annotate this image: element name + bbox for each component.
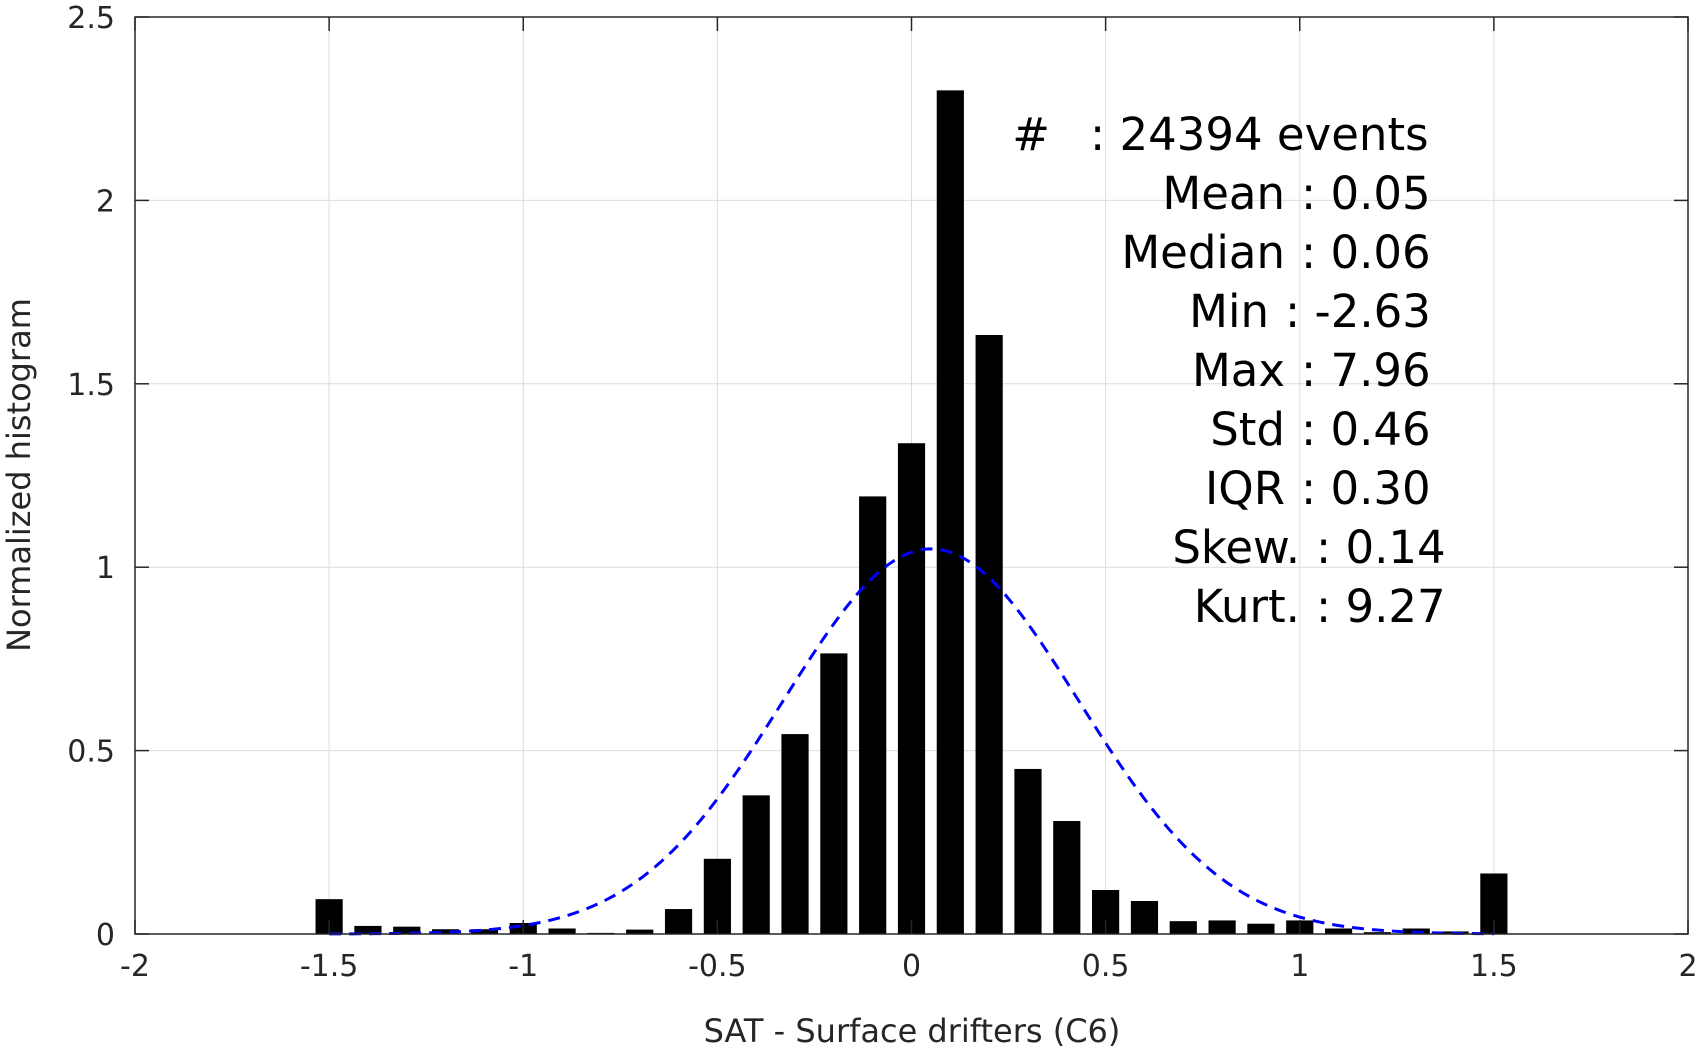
histogram-bar [626, 929, 654, 934]
stat-count-key: # [1012, 108, 1050, 161]
x-tick-label: -2 [120, 949, 150, 984]
axis-ticks [134, 16, 1689, 935]
x-tick-label: -0.5 [688, 949, 747, 984]
histogram-bars [315, 90, 1508, 935]
histogram-bar [936, 90, 964, 935]
x-tick-label: -1.5 [300, 949, 359, 984]
histogram-bar [897, 443, 926, 934]
histogram-bar [664, 909, 693, 934]
histogram-bar [548, 928, 576, 934]
x-tick-label: 0.5 [1082, 949, 1130, 984]
y-tick-label: 1 [96, 551, 115, 586]
histogram-bar [470, 929, 499, 934]
x-tick-labels: -2 -1.5 -1 -0.5 0 0.5 1 1.5 2 [120, 949, 1698, 984]
histogram-bar [1247, 923, 1275, 934]
stat-skew-value: : 0.14 [1316, 521, 1446, 574]
stat-max-value: : 7.96 [1301, 344, 1431, 397]
stat-iqr-key: IQR [1205, 462, 1285, 515]
histogram-bar [742, 795, 770, 934]
histogram-bar [1169, 921, 1197, 934]
y-tick-label: 1.5 [67, 368, 115, 403]
histogram-bar [1130, 900, 1159, 934]
y-tick-labels: 0 0.5 1 1.5 2 2.5 [67, 1, 115, 953]
normal-fit-curve [329, 547, 1494, 936]
x-tick-label: 2 [1678, 949, 1697, 984]
stat-mean-key: Mean [1162, 167, 1285, 220]
histogram-bar [1014, 768, 1042, 934]
stat-skew-key: Skew. [1172, 521, 1300, 574]
histogram-bar [1363, 932, 1391, 934]
y-tick-label: 0.5 [67, 735, 115, 770]
stat-mean-value: : 0.05 [1301, 167, 1431, 220]
stat-iqr-value: : 0.30 [1301, 462, 1431, 515]
histogram-bar [820, 653, 848, 934]
stat-min-value: : -2.63 [1285, 285, 1431, 338]
y-axis-title: Normalized histogram [0, 298, 38, 652]
x-axis-title: SAT - Surface drifters (C6) [704, 1012, 1121, 1050]
y-tick-label: 0 [96, 918, 115, 953]
histogram-bar [859, 496, 887, 934]
stat-kurt-key: Kurt. [1194, 580, 1300, 633]
stat-min-key: Min [1189, 285, 1269, 338]
x-tick-label: 1 [1290, 949, 1309, 984]
stat-std-value: : 0.46 [1301, 403, 1431, 456]
y-tick-label: 2.5 [67, 1, 115, 36]
x-tick-label: 1.5 [1470, 949, 1518, 984]
histogram-bar [975, 335, 1003, 934]
x-tick-label: 0 [902, 949, 921, 984]
histogram-bar [432, 929, 460, 934]
stat-max-key: Max [1192, 344, 1285, 397]
statistics-annotation: # : 24394 events Mean : 0.05 Median : 0.… [1012, 108, 1445, 633]
stat-std-key: Std [1210, 403, 1285, 456]
stat-count-value: : 24394 events [1090, 108, 1429, 161]
histogram-bar [1053, 821, 1081, 934]
stat-median-value: : 0.06 [1301, 226, 1431, 279]
stat-median-key: Median [1121, 226, 1285, 279]
y-tick-label: 2 [96, 184, 115, 219]
histogram-bar [781, 734, 809, 934]
histogram-bar [393, 926, 421, 934]
histogram-bar [354, 925, 382, 934]
histogram-bar [1208, 920, 1236, 934]
stat-kurt-value: : 9.27 [1316, 580, 1446, 633]
histogram-bar [1324, 928, 1353, 934]
x-tick-label: -1 [508, 949, 538, 984]
